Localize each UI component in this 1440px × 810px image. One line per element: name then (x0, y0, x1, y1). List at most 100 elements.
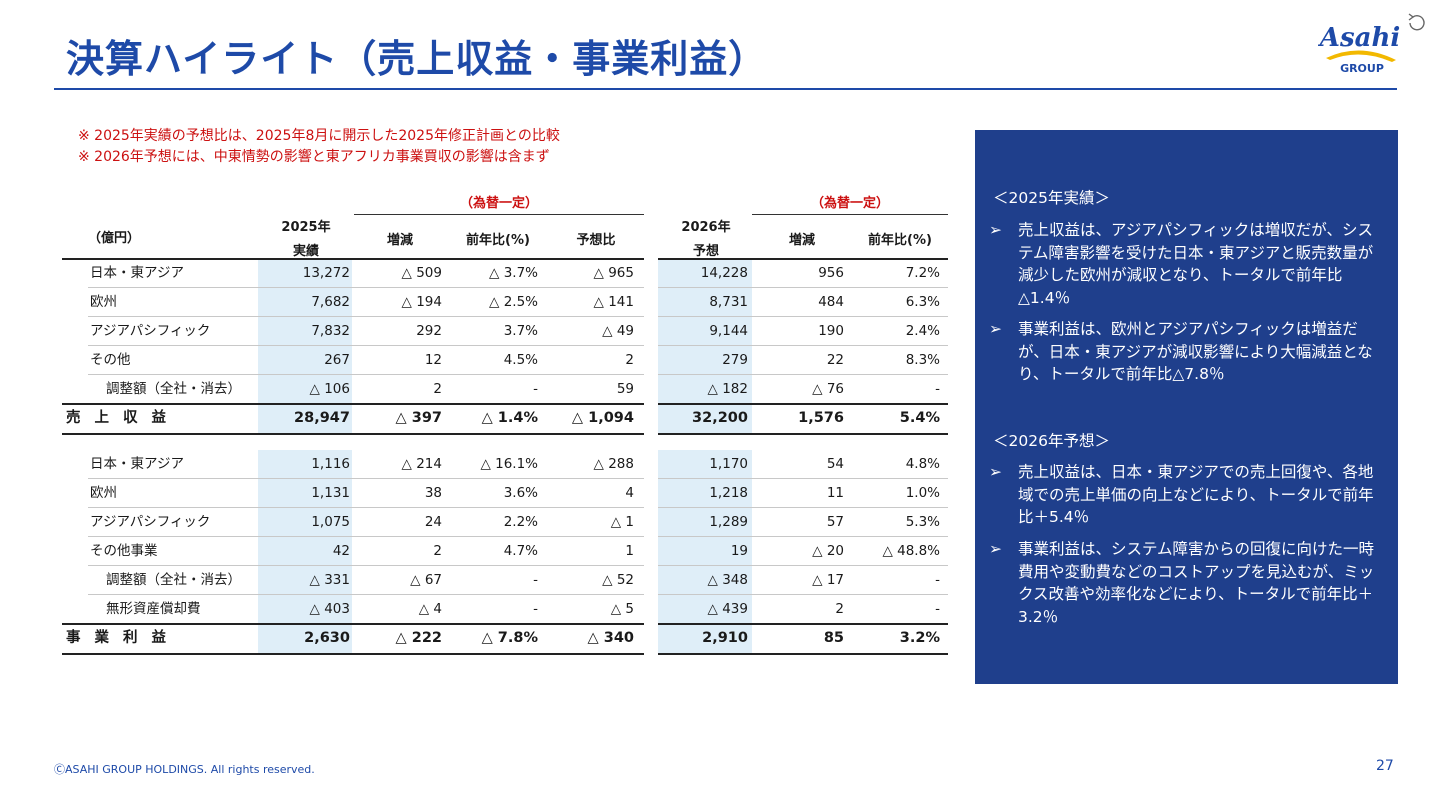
cell-a25: 7,832 (311, 323, 350, 339)
cell-yoy2: - (935, 572, 940, 588)
table-row: 欧州 7,682 △ 194 △ 2.5% △ 141 8,731 484 6.3% (62, 288, 948, 316)
total-cell-inc1: △ 397 (395, 410, 442, 426)
cell-f26: 279 (722, 352, 748, 368)
cell-yoy2: - (935, 601, 940, 617)
total-cell-vsf: △ 1,094 (571, 410, 634, 426)
cell-vsf: △ 141 (593, 294, 634, 310)
cell-yoy1: 3.7% (503, 323, 538, 339)
cell-f26: 14,228 (700, 265, 748, 281)
title-divider (54, 88, 1397, 90)
row-label: アジアパシフィック (90, 323, 211, 339)
cell-f26: 1,170 (709, 456, 748, 472)
cell-f26: 9,144 (709, 323, 748, 339)
cell-vsf: 59 (616, 381, 634, 397)
cell-a25: 1,075 (311, 514, 350, 530)
cell-vsf: △ 1 (610, 514, 634, 530)
cell-f26: 19 (730, 543, 748, 559)
total-cell-yoy1: △ 7.8% (481, 630, 538, 646)
cell-yoy1: - (533, 381, 538, 397)
col-change-2026: 増減 (788, 233, 815, 248)
total-cell-a25: 28,947 (294, 410, 350, 426)
row-label: 欧州 (90, 294, 117, 310)
total-cell-inc1: △ 222 (395, 630, 442, 646)
bullet-arrow-icon: ➢ (989, 221, 1002, 239)
table-row: アジアパシフィック 1,075 24 2.2% △ 1 1,289 57 5.3% (62, 508, 948, 536)
col-highlight (658, 450, 752, 653)
cell-vsf: 2 (625, 352, 634, 368)
note-line: ※ 2025年実績の予想比は、2025年8月に開示した2025年修正計画との比較 (78, 128, 560, 144)
cell-vsf: △ 52 (602, 572, 634, 588)
cell-vsf: △ 288 (593, 456, 634, 472)
cell-vsf: 1 (625, 543, 634, 559)
total-cell-yoy2: 5.4% (899, 410, 940, 426)
row-label: 日本・東アジア (90, 265, 184, 281)
cell-yoy1: △ 2.5% (489, 294, 538, 310)
commentary-panel: ＜2025年実績＞ ➢ 売上収益は、アジアパシフィックは増収だが、システム障害影… (975, 130, 1398, 684)
total-label: 事業利益 (66, 630, 180, 646)
total-row: 事業利益 2,630 △ 222 △ 7.8% △ 340 2,910 85 3.2% (62, 624, 948, 652)
cell-inc1: 38 (424, 485, 442, 501)
cell-a25: 7,682 (311, 294, 350, 310)
row-label: 日本・東アジア (90, 456, 184, 472)
table-row: 日本・東アジア 1,116 △ 214 △ 16.1% △ 288 1,170 54 4.8% (62, 450, 948, 478)
cell-a25: △ 106 (309, 381, 350, 397)
cell-yoy2: 4.8% (905, 456, 940, 472)
cell-yoy2: 2.4% (905, 323, 940, 339)
cell-f26: △ 439 (707, 601, 748, 617)
notes: ※ 2025年実績の予想比は、2025年8月に開示した2025年修正計画との比較… (78, 126, 560, 168)
asahi-logo: Asahi GROUP (1318, 23, 1400, 75)
cell-f26: △ 182 (707, 381, 748, 397)
cell-yoy2: 1.0% (905, 485, 940, 501)
cell-inc2: 956 (818, 265, 844, 281)
row-label: 調整額（全社・消去） (106, 572, 241, 588)
col-yoy-2025: 前年比(%) (466, 233, 530, 248)
unit-label: （億円） (88, 231, 141, 246)
table-row: 日本・東アジア 13,272 △ 509 △ 3.7% △ 965 14,228 956 7.… (62, 259, 948, 287)
row-label: 調整額（全社・消去） (106, 381, 241, 397)
cell-inc2: 22 (826, 352, 844, 368)
page-title: 決算ハイライト（売上収益・事業利益） (66, 37, 768, 81)
total-cell-inc2: 85 (823, 630, 844, 646)
bullet-text: 売上収益は、アジアパシフィックは増収だが、システム障害影響を受けた日本・東アジア… (1018, 221, 1374, 307)
bullet-arrow-icon: ➢ (989, 540, 1002, 558)
table-row: その他事業 42 2 4.7% 1 19 △ 20 △ 48.8% (62, 537, 948, 565)
header-rule (354, 214, 644, 215)
cell-inc2: △ 20 (812, 543, 844, 559)
cell-yoy1: 3.6% (503, 485, 538, 501)
cell-inc1: △ 4 (418, 601, 442, 617)
header-rule (752, 214, 948, 215)
row-label: その他 (90, 352, 131, 368)
col-yoy-2026: 前年比(%) (868, 233, 932, 248)
row-label: 無形資産償却費 (106, 601, 201, 617)
cell-a25: 1,131 (311, 485, 350, 501)
copyright: ⒸASAHI GROUP HOLDINGS. All rights reserv… (54, 763, 315, 776)
cell-inc1: △ 214 (401, 456, 442, 472)
bullet-text: 事業利益は、欧州とアジアパシフィックは増益だが、日本・東アジアが減収影響により大… (1018, 320, 1373, 383)
cell-yoy2: - (935, 381, 940, 397)
cell-vsf: 4 (625, 485, 634, 501)
cell-inc2: △ 76 (812, 381, 844, 397)
cell-inc1: △ 509 (401, 265, 442, 281)
bullet-item: ➢ 事業利益は、欧州とアジアパシフィックは増益だが、日本・東アジアが減収影響によ… (989, 318, 1387, 386)
cell-inc1: 292 (416, 323, 442, 339)
total-cell-yoy1: △ 1.4% (481, 410, 538, 426)
cell-yoy2: 8.3% (905, 352, 940, 368)
section-2025-actual: ＜2025年実績＞ (993, 189, 1110, 207)
cell-yoy2: 7.2% (905, 265, 940, 281)
bullet-text: 事業利益は、システム障害からの回復に向けた一時費用や変動費などのコストアップを見… (1018, 540, 1375, 626)
reload-icon[interactable] (1404, 10, 1430, 36)
total-cell-f26: 2,910 (702, 630, 748, 646)
cell-vsf: △ 5 (610, 601, 634, 617)
cell-yoy1: △ 16.1% (480, 456, 538, 472)
col-2026-year: 2026年 (681, 220, 731, 235)
bullet-arrow-icon: ➢ (989, 463, 1002, 481)
cell-inc2: 57 (826, 514, 844, 530)
cell-yoy1: - (533, 601, 538, 617)
total-cell-f26: 32,200 (692, 410, 748, 426)
cell-yoy2: △ 48.8% (882, 543, 940, 559)
cell-yoy1: △ 3.7% (489, 265, 538, 281)
cell-inc1: △ 194 (401, 294, 442, 310)
cell-f26: 1,289 (709, 514, 748, 530)
table-row: その他 267 12 4.5% 2 279 22 8.3% (62, 346, 948, 374)
cell-yoy1: - (533, 572, 538, 588)
